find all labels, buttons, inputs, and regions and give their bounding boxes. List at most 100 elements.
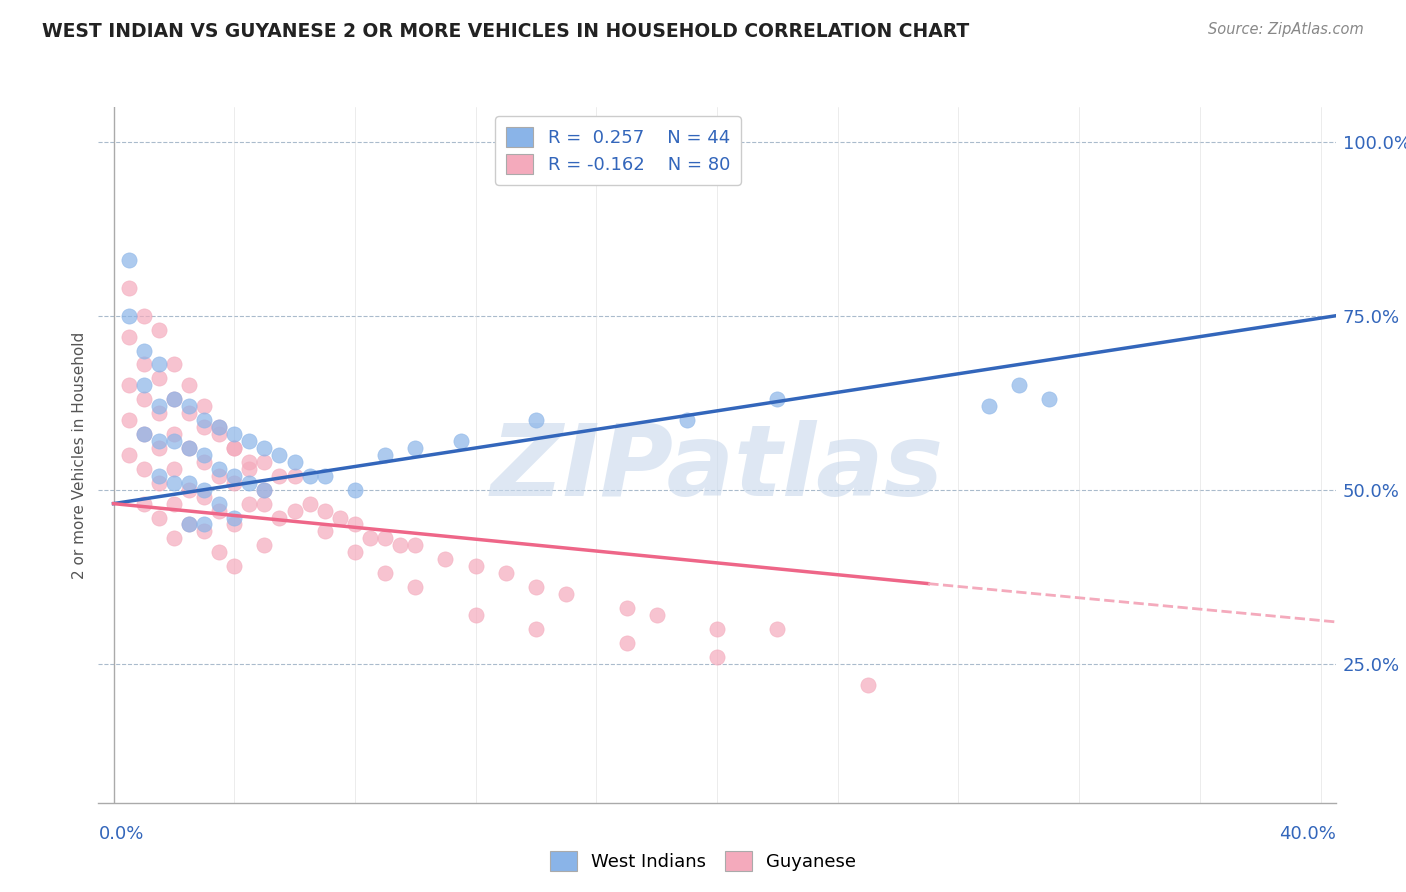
Point	[645, 607, 668, 622]
Text: ZIPatlas: ZIPatlas	[491, 420, 943, 517]
Point	[163, 392, 186, 407]
Point	[148, 510, 170, 524]
Point	[856, 677, 879, 691]
Point	[269, 510, 291, 524]
Point	[163, 475, 186, 490]
Point	[374, 566, 396, 581]
Point	[676, 413, 699, 427]
Point	[314, 503, 336, 517]
Point	[224, 510, 246, 524]
Point	[132, 462, 155, 476]
Point	[314, 468, 336, 483]
Point	[224, 441, 246, 455]
Point	[343, 517, 366, 532]
Point	[193, 413, 215, 427]
Point	[284, 503, 307, 517]
Point	[284, 455, 307, 469]
Point	[238, 497, 260, 511]
Point	[148, 358, 170, 372]
Point	[238, 462, 260, 476]
Point	[163, 497, 186, 511]
Point	[177, 441, 200, 455]
Point	[404, 580, 426, 594]
Point	[524, 580, 547, 594]
Point	[524, 622, 547, 636]
Point	[555, 587, 578, 601]
Point	[208, 427, 231, 442]
Point	[193, 490, 215, 504]
Point	[208, 420, 231, 434]
Point	[148, 475, 170, 490]
Point	[269, 468, 291, 483]
Point	[464, 607, 486, 622]
Point	[224, 559, 246, 574]
Point	[163, 358, 186, 372]
Point	[314, 524, 336, 539]
Point	[117, 281, 139, 295]
Point	[148, 468, 170, 483]
Point	[163, 532, 186, 546]
Point	[238, 475, 260, 490]
Point	[132, 392, 155, 407]
Point	[177, 441, 200, 455]
Text: WEST INDIAN VS GUYANESE 2 OR MORE VEHICLES IN HOUSEHOLD CORRELATION CHART: WEST INDIAN VS GUYANESE 2 OR MORE VEHICL…	[42, 22, 969, 41]
Point	[1008, 378, 1031, 392]
Point	[132, 427, 155, 442]
Point	[193, 455, 215, 469]
Point	[253, 455, 276, 469]
Point	[148, 434, 170, 448]
Point	[329, 510, 352, 524]
Point	[298, 468, 321, 483]
Point	[224, 468, 246, 483]
Point	[148, 406, 170, 420]
Point	[253, 497, 276, 511]
Point	[117, 329, 139, 343]
Point	[374, 532, 396, 546]
Point	[208, 503, 231, 517]
Point	[298, 497, 321, 511]
Point	[148, 371, 170, 385]
Point	[193, 448, 215, 462]
Point	[404, 441, 426, 455]
Point	[177, 517, 200, 532]
Point	[163, 392, 186, 407]
Point	[450, 434, 472, 448]
Point	[238, 455, 260, 469]
Point	[224, 475, 246, 490]
Point	[148, 399, 170, 413]
Point	[977, 399, 1000, 413]
Point	[495, 566, 517, 581]
Point	[208, 420, 231, 434]
Text: 0.0%: 0.0%	[98, 825, 143, 843]
Text: 40.0%: 40.0%	[1279, 825, 1336, 843]
Point	[208, 462, 231, 476]
Legend: R =  0.257    N = 44, R = -0.162    N = 80: R = 0.257 N = 44, R = -0.162 N = 80	[495, 116, 741, 185]
Point	[343, 483, 366, 497]
Point	[132, 378, 155, 392]
Point	[148, 441, 170, 455]
Y-axis label: 2 or more Vehicles in Household: 2 or more Vehicles in Household	[72, 331, 87, 579]
Point	[766, 622, 789, 636]
Point	[177, 483, 200, 497]
Point	[177, 378, 200, 392]
Point	[208, 497, 231, 511]
Point	[132, 427, 155, 442]
Point	[117, 448, 139, 462]
Point	[253, 483, 276, 497]
Point	[374, 448, 396, 462]
Legend: West Indians, Guyanese: West Indians, Guyanese	[543, 844, 863, 879]
Point	[1038, 392, 1060, 407]
Point	[132, 358, 155, 372]
Point	[616, 636, 638, 650]
Point	[132, 497, 155, 511]
Point	[706, 622, 728, 636]
Point	[616, 601, 638, 615]
Point	[193, 420, 215, 434]
Point	[193, 517, 215, 532]
Point	[343, 545, 366, 559]
Point	[117, 253, 139, 268]
Point	[208, 468, 231, 483]
Text: Source: ZipAtlas.com: Source: ZipAtlas.com	[1208, 22, 1364, 37]
Point	[269, 448, 291, 462]
Point	[404, 538, 426, 552]
